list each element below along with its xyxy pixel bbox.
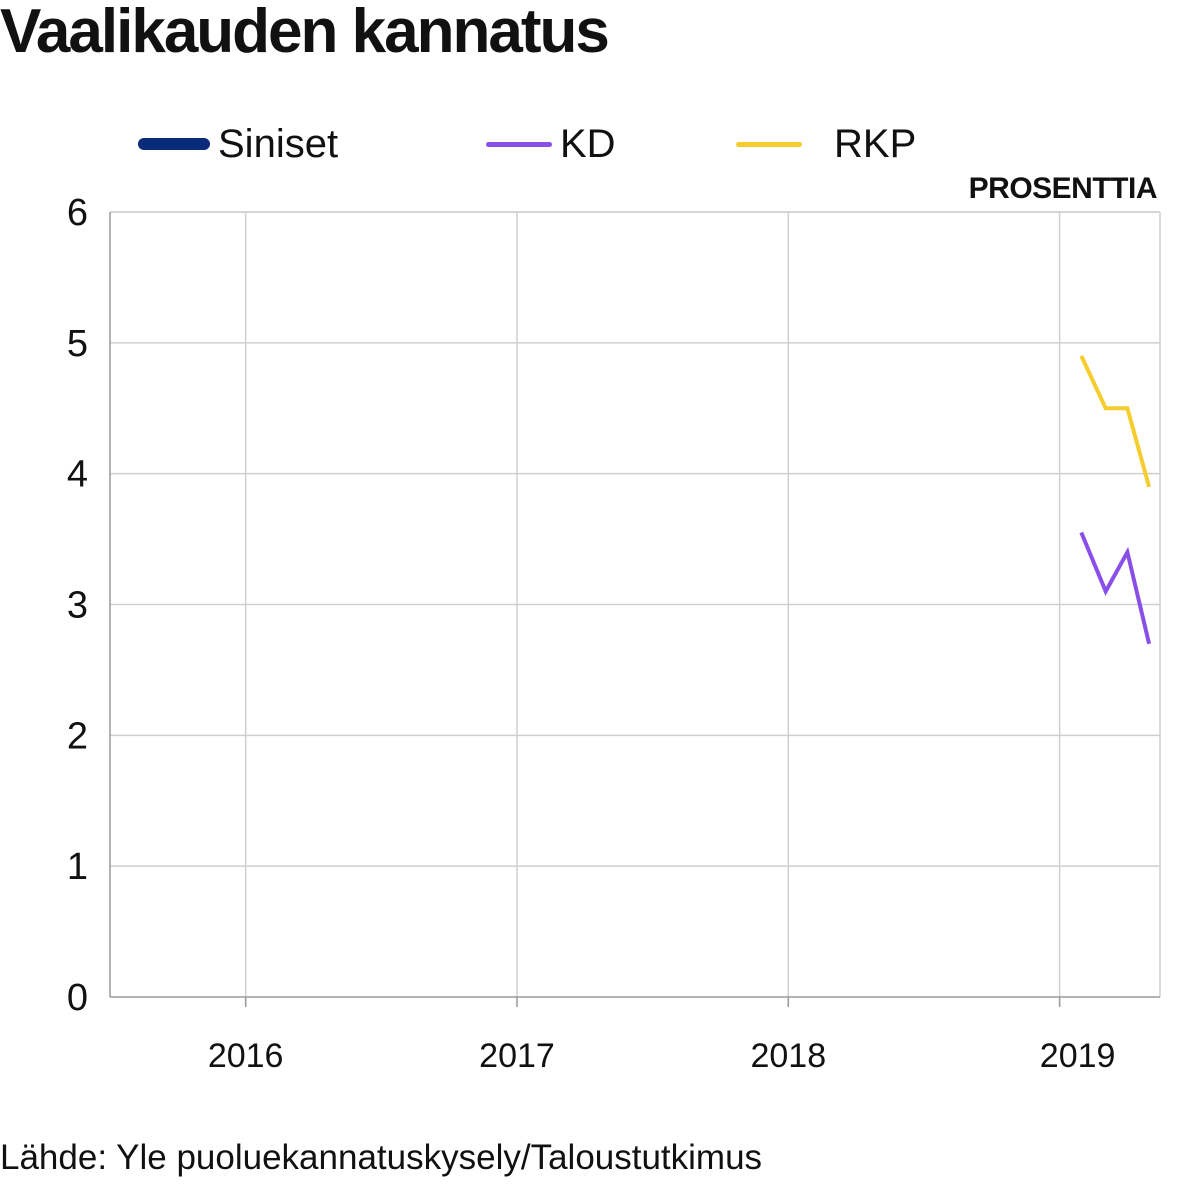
source-note: Lähde: Yle puoluekannatuskysely/Taloustu… bbox=[0, 1138, 763, 1177]
legend-swatch-siniset bbox=[138, 138, 210, 150]
x-tick-2017: 2017 bbox=[479, 1037, 555, 1075]
legend-swatch-rkp bbox=[736, 141, 802, 147]
y-tick-4: 4 bbox=[67, 454, 88, 496]
y-tick-labels: 0 1 2 3 4 5 6 bbox=[67, 192, 88, 1019]
legend-label-siniset: Siniset bbox=[218, 121, 339, 166]
legend-entry-rkp: RKP bbox=[736, 118, 916, 170]
y-tick-3: 3 bbox=[67, 585, 88, 627]
unit-label: PROSENTTIA bbox=[968, 172, 1158, 205]
x-tick-2016: 2016 bbox=[208, 1037, 284, 1075]
y-tick-1: 1 bbox=[67, 846, 88, 888]
axes bbox=[109, 211, 1161, 1007]
legend-entry-kd: KD bbox=[486, 118, 616, 170]
y-tick-0: 0 bbox=[67, 977, 88, 1019]
legend-label-rkp: RKP bbox=[834, 121, 917, 166]
grid-lines bbox=[110, 211, 1160, 997]
legend-entry-siniset: Siniset bbox=[138, 118, 338, 170]
y-tick-5: 5 bbox=[67, 323, 88, 365]
series-line-kd bbox=[1079, 531, 1152, 645]
legend-swatch-kd bbox=[486, 141, 552, 147]
x-tick-labels: 2016 2017 2018 2019 bbox=[208, 1037, 1116, 1075]
y-tick-2: 2 bbox=[67, 715, 88, 757]
x-tick-2018: 2018 bbox=[750, 1037, 826, 1075]
legend-label-kd: KD bbox=[560, 121, 616, 166]
y-tick-6: 6 bbox=[67, 192, 88, 234]
x-tick-2019: 2019 bbox=[1040, 1037, 1116, 1075]
series-line-rkp bbox=[1079, 355, 1152, 488]
chart-title: Vaalikauden kannatus bbox=[0, 0, 610, 66]
series-lines bbox=[1079, 355, 1152, 645]
